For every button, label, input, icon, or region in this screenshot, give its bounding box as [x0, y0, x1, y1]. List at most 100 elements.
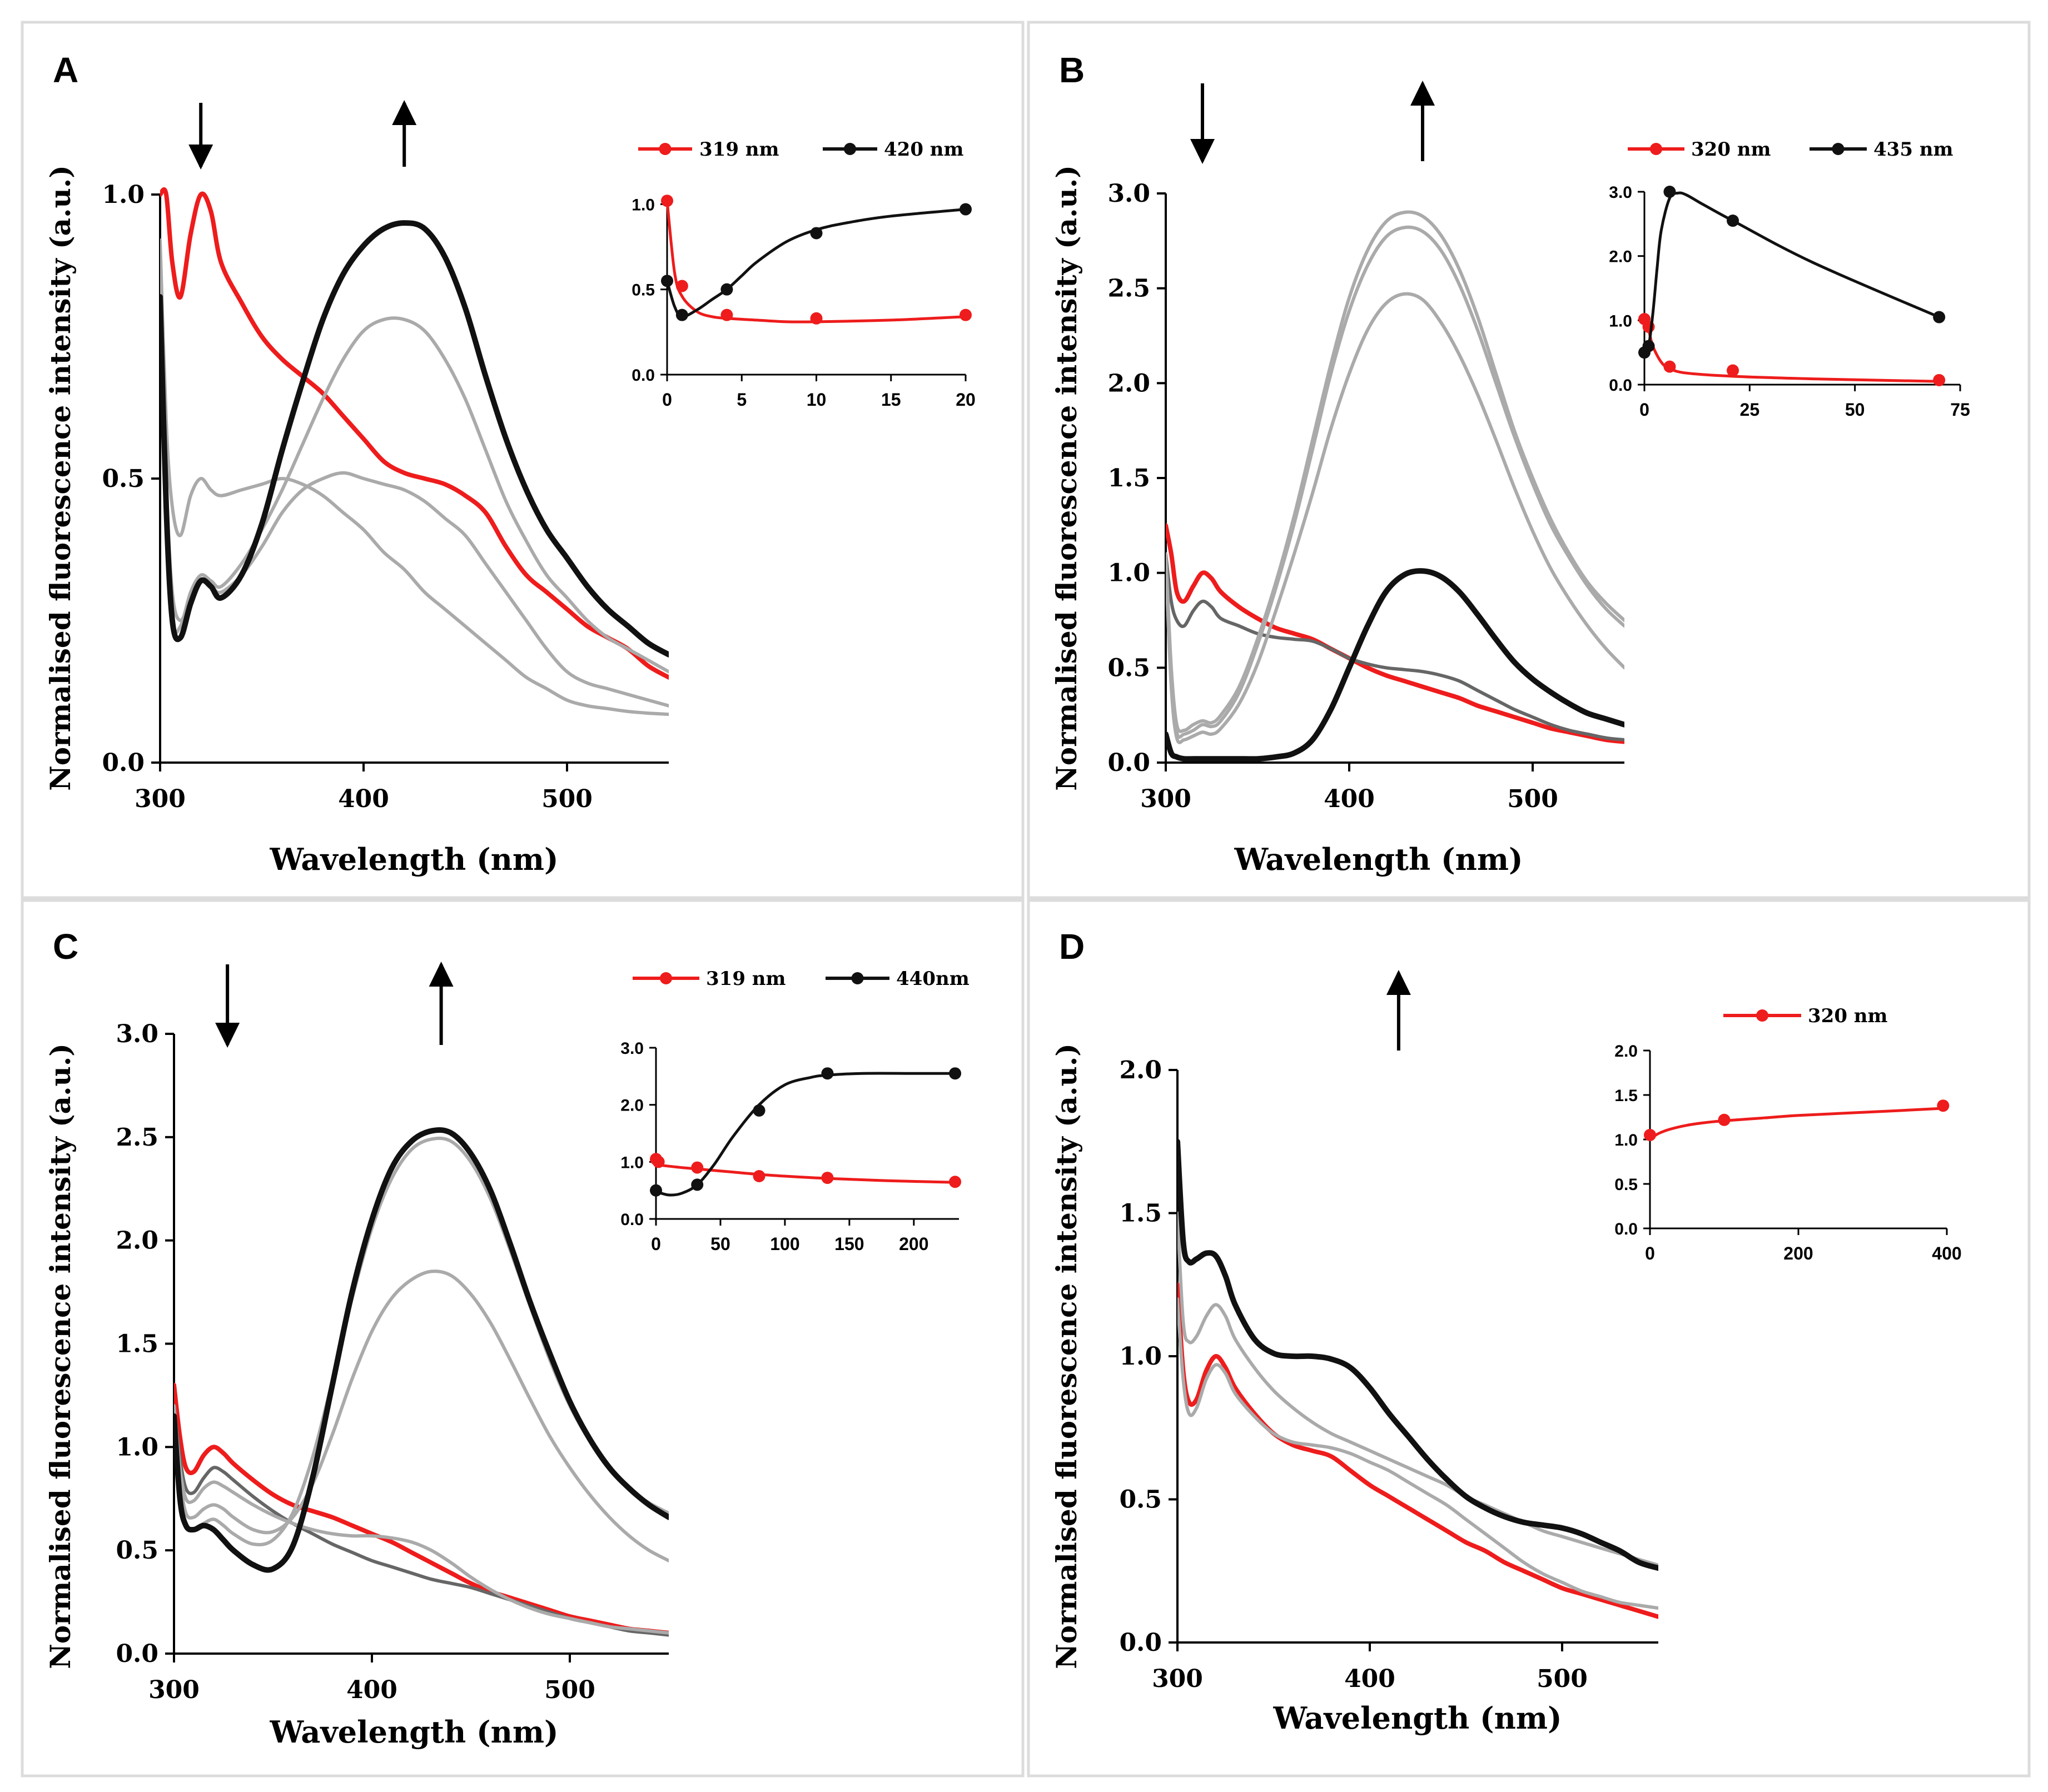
legend-label: 440nm: [896, 968, 970, 990]
inset-y-tick-label: 0.5: [632, 281, 655, 300]
x-tick-label: 300: [1140, 785, 1191, 813]
x-tick-label: 500: [1507, 785, 1558, 813]
panel-frame: [21, 21, 1025, 902]
x-tick-label: 500: [541, 785, 593, 813]
panel-frame: [1027, 21, 2031, 902]
arrow-up: [1386, 970, 1411, 1051]
inset-point: [960, 308, 972, 321]
legend-label: 420 nm: [884, 138, 964, 161]
inset-point: [753, 1104, 765, 1117]
y-tick-label: 3.0: [116, 1020, 158, 1048]
inset-y-tick-label: 2.0: [1609, 248, 1632, 266]
spectrum-black: [1166, 568, 1624, 762]
inset-y-tick-label: 1.0: [1609, 312, 1632, 330]
inset-point: [1663, 360, 1676, 373]
spectrum-black: [1177, 1138, 1658, 1571]
spectrum-black: [160, 220, 669, 658]
inset-point: [720, 283, 733, 296]
inset-point: [1718, 1113, 1731, 1126]
spectrum-gray-1: [160, 238, 669, 716]
inset-point: [675, 308, 688, 321]
inset-y-tick-label: 3.0: [1609, 183, 1632, 202]
x-tick-label: 400: [1344, 1665, 1395, 1693]
x-axis-label: Wavelength (nm): [1272, 1700, 1562, 1736]
inset-point: [753, 1170, 765, 1182]
y-tick-label: 1.5: [1119, 1199, 1162, 1228]
y-axis-label: Normalised fluorescence intensity (a.u.): [44, 165, 77, 791]
y-tick-label: 1.5: [1107, 464, 1150, 492]
inset-x-tick-label: 5: [737, 390, 747, 410]
y-tick-label: 2.0: [1119, 1056, 1162, 1084]
inset-point: [821, 1067, 834, 1080]
arrow-up: [429, 962, 454, 1045]
panel-letter: A: [53, 50, 78, 90]
inset-x-tick-label: 50: [1845, 400, 1865, 420]
inset-x-tick-label: 75: [1950, 400, 1970, 420]
spectrum-red: [174, 1382, 669, 1635]
y-tick-label: 0.0: [116, 1640, 158, 1668]
inset-y-tick-label: 3.0: [620, 1039, 644, 1058]
inset-x-tick-label: 200: [1783, 1243, 1813, 1263]
spectrum-gray-3: [1166, 292, 1624, 744]
spectrum-dark-gray: [1166, 552, 1624, 741]
inset-y-tick-label: 0.0: [620, 1211, 644, 1229]
panel-letter: B: [1059, 50, 1085, 90]
x-tick-label: 400: [338, 785, 389, 813]
spectrum-gray-1: [1177, 1297, 1658, 1610]
y-tick-label: 2.0: [116, 1227, 158, 1255]
inset-x-tick-label: 400: [1932, 1243, 1961, 1263]
inset-y-tick-label: 1.0: [1614, 1131, 1638, 1149]
inset-point: [675, 280, 688, 292]
inset-point: [1642, 340, 1655, 352]
inset-y-tick-label: 0.0: [1609, 376, 1632, 395]
x-tick-label: 300: [1152, 1665, 1203, 1693]
x-tick-label: 500: [1537, 1665, 1588, 1693]
y-tick-label: 0.5: [1107, 654, 1150, 682]
spectrum-gray-3: [174, 1136, 669, 1546]
y-tick-label: 2.5: [116, 1123, 158, 1152]
arrow-head: [429, 962, 454, 987]
inset-x-tick-label: 15: [881, 390, 901, 410]
inset-x-tick-label: 10: [807, 390, 827, 410]
legend-marker: [1832, 143, 1845, 155]
y-tick-label: 0.0: [1107, 749, 1150, 777]
inset-point: [661, 275, 673, 287]
spectrum-black: [174, 1127, 669, 1573]
spectrum-gray-2: [174, 1270, 669, 1562]
legend-marker: [659, 143, 672, 155]
inset-x-tick-label: 100: [770, 1234, 799, 1254]
spectrum-gray-2: [1166, 225, 1624, 739]
y-axis-label: Normalised fluorescence intensity (a.u.): [1050, 1043, 1083, 1669]
inset-curve-420-nm: [665, 208, 966, 318]
arrow-head: [1386, 970, 1411, 995]
y-tick-label: 2.0: [1107, 369, 1150, 397]
panel-d: D 300 400 500 0.0 0.5 1.0 1.5 2.0 Wavelength (nm)…: [1027, 896, 2031, 1778]
legend-item: 440nm: [826, 968, 970, 990]
arrow-down: [215, 964, 240, 1048]
inset-point: [1644, 1129, 1656, 1141]
legend-marker: [851, 972, 864, 984]
inset-curve-435-nm: [1643, 191, 1940, 354]
inset-point: [652, 1156, 665, 1168]
inset-curve-319-nm: [665, 200, 966, 323]
x-tick-label: 500: [544, 1676, 595, 1704]
inset-point: [650, 1184, 662, 1197]
panel-letter: C: [53, 927, 78, 967]
y-tick-label: 2.5: [1107, 275, 1150, 303]
inset-point: [949, 1067, 962, 1080]
legend-marker: [660, 972, 672, 984]
arrow-up: [392, 100, 417, 167]
y-axis-label: Normalised fluorescence intensity (a.u.): [1050, 165, 1083, 791]
spectrum-dark-gray: [174, 1404, 669, 1637]
y-tick-label: 1.5: [116, 1330, 158, 1358]
inset-point: [1663, 186, 1676, 198]
inset-point: [821, 1172, 834, 1184]
panel-frame: [21, 896, 1025, 1778]
arrow-down: [1190, 83, 1215, 164]
inset-chart: 0 50 100 150 200 0.0 1.0 2.0 3.0 319 nm 440nm: [620, 968, 969, 1254]
inset-point: [1727, 215, 1739, 227]
inset-point: [691, 1161, 704, 1174]
inset-y-tick-label: 1.0: [632, 196, 655, 214]
